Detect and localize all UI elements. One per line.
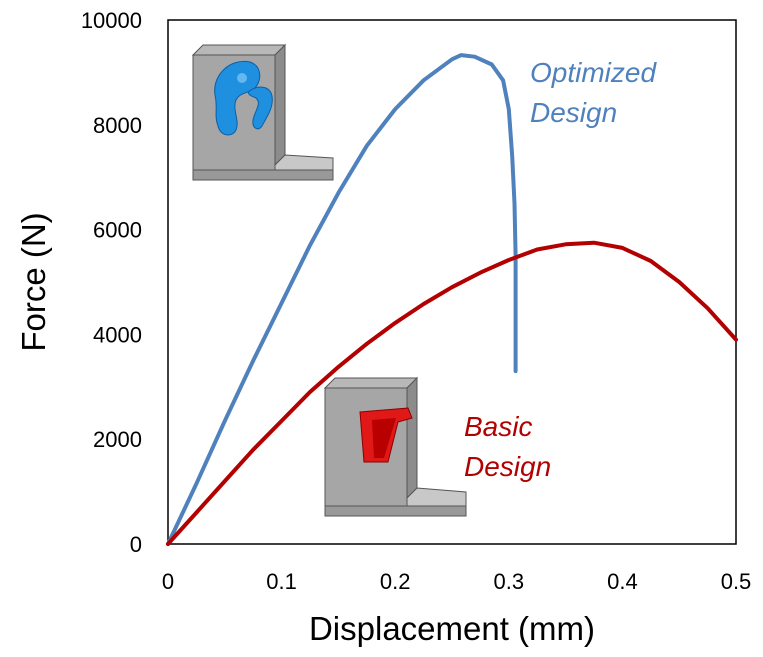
y-tick-label: 0 xyxy=(130,532,142,557)
x-axis-title: Displacement (mm) xyxy=(309,610,595,647)
plot-area-frame xyxy=(167,19,737,545)
x-tick-label: 0.4 xyxy=(607,569,638,594)
x-tick-label: 0.3 xyxy=(494,569,525,594)
x-tick-label: 0.5 xyxy=(721,569,752,594)
y-tick-label: 10000 xyxy=(81,8,142,33)
optimized-bracket-image xyxy=(191,43,334,181)
x-tick-label: 0.1 xyxy=(266,569,297,594)
x-tick-label: 0.2 xyxy=(380,569,411,594)
x-tick-label: 0 xyxy=(162,569,174,594)
annotation-basic-design: Basic Design xyxy=(464,411,551,482)
y-axis-title: Force (N) xyxy=(15,212,52,351)
series-layer xyxy=(166,53,738,546)
basic-bracket-image xyxy=(323,376,467,517)
y-axis-ticks: 0 2000 4000 6000 8000 10000 xyxy=(81,8,142,557)
series-line-optimized-design xyxy=(166,53,518,546)
y-tick-label: 4000 xyxy=(93,322,142,347)
y-tick-label: 2000 xyxy=(93,427,142,452)
series-line-basic-design xyxy=(166,240,738,546)
annotation-optimized-design: Optimized Design xyxy=(530,57,664,128)
x-axis-ticks: 0 0.1 0.2 0.3 0.4 0.5 xyxy=(162,569,751,594)
y-tick-label: 8000 xyxy=(93,113,142,138)
y-tick-label: 6000 xyxy=(93,218,142,243)
